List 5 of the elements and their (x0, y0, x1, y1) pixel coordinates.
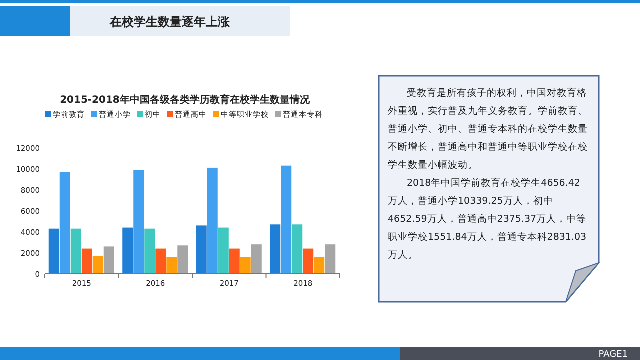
text: 2018年中国学前教育在校学生4656.42万人，普通小学10339.25万人，初中4652.59万人，普通高中2375.37万人，中等职业学校1551.84万人，普通专本科2831.03万人。 (388, 176, 588, 263)
text: PAGE1 (598, 350, 628, 360)
chart-title: 2015-2018年中国各级各类学历教育在校学生数量情况 (60, 94, 311, 106)
text: 在校学生数量逐年上涨 (109, 15, 231, 29)
text: 受教育是所有孩子的权利，中国对教育格外重视，实行普及九年义务教育。学前教育、普通小学、初中、普通专本科的在校学生数量不断增长，普通高中和普通中等职业学校在校学生数量小幅波动。 (388, 86, 588, 173)
